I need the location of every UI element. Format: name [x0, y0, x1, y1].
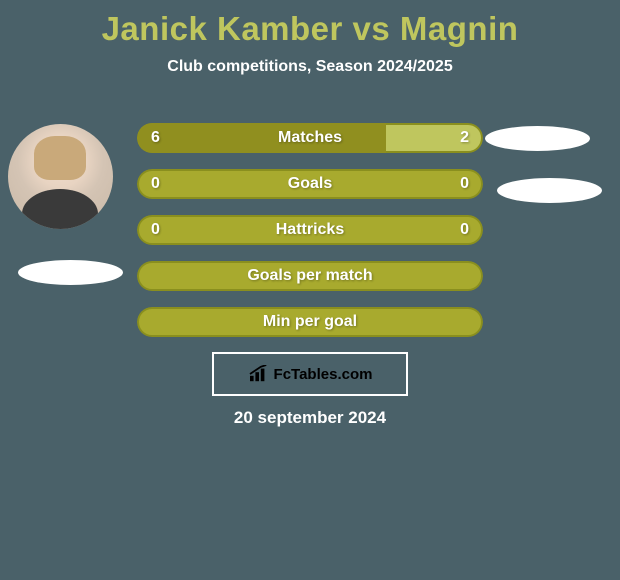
- stat-label: Goals per match: [137, 267, 483, 285]
- stat-bars: 6Matches20Goals00Hattricks0Goals per mat…: [137, 123, 483, 353]
- stat-bar-row: 0Hattricks0: [137, 215, 483, 245]
- stat-bar-row: 0Goals0: [137, 169, 483, 199]
- stat-value-right: 0: [460, 221, 469, 239]
- stat-value-right: 2: [460, 129, 469, 147]
- chart-icon: [248, 365, 270, 383]
- date-label: 20 september 2024: [0, 408, 620, 428]
- brand-logo-text: FcTables.com: [274, 366, 373, 383]
- stat-bar-row: Goals per match: [137, 261, 483, 291]
- stat-label: Matches: [137, 129, 483, 147]
- player-left-avatar: [8, 124, 113, 229]
- subtitle: Club competitions, Season 2024/2025: [0, 58, 620, 76]
- player-right-shadow-1: [485, 126, 590, 151]
- stat-label: Min per goal: [137, 313, 483, 331]
- stat-bar-row: Min per goal: [137, 307, 483, 337]
- stat-label: Hattricks: [137, 221, 483, 239]
- stat-bar-row: 6Matches2: [137, 123, 483, 153]
- stat-value-right: 0: [460, 175, 469, 193]
- player-right-shadow-2: [497, 178, 602, 203]
- page-title: Janick Kamber vs Magnin: [0, 0, 620, 48]
- player-left-shadow: [18, 260, 123, 285]
- stat-label: Goals: [137, 175, 483, 193]
- brand-logo-box: FcTables.com: [212, 352, 408, 396]
- comparison-card: Janick Kamber vs Magnin Club competition…: [0, 0, 620, 440]
